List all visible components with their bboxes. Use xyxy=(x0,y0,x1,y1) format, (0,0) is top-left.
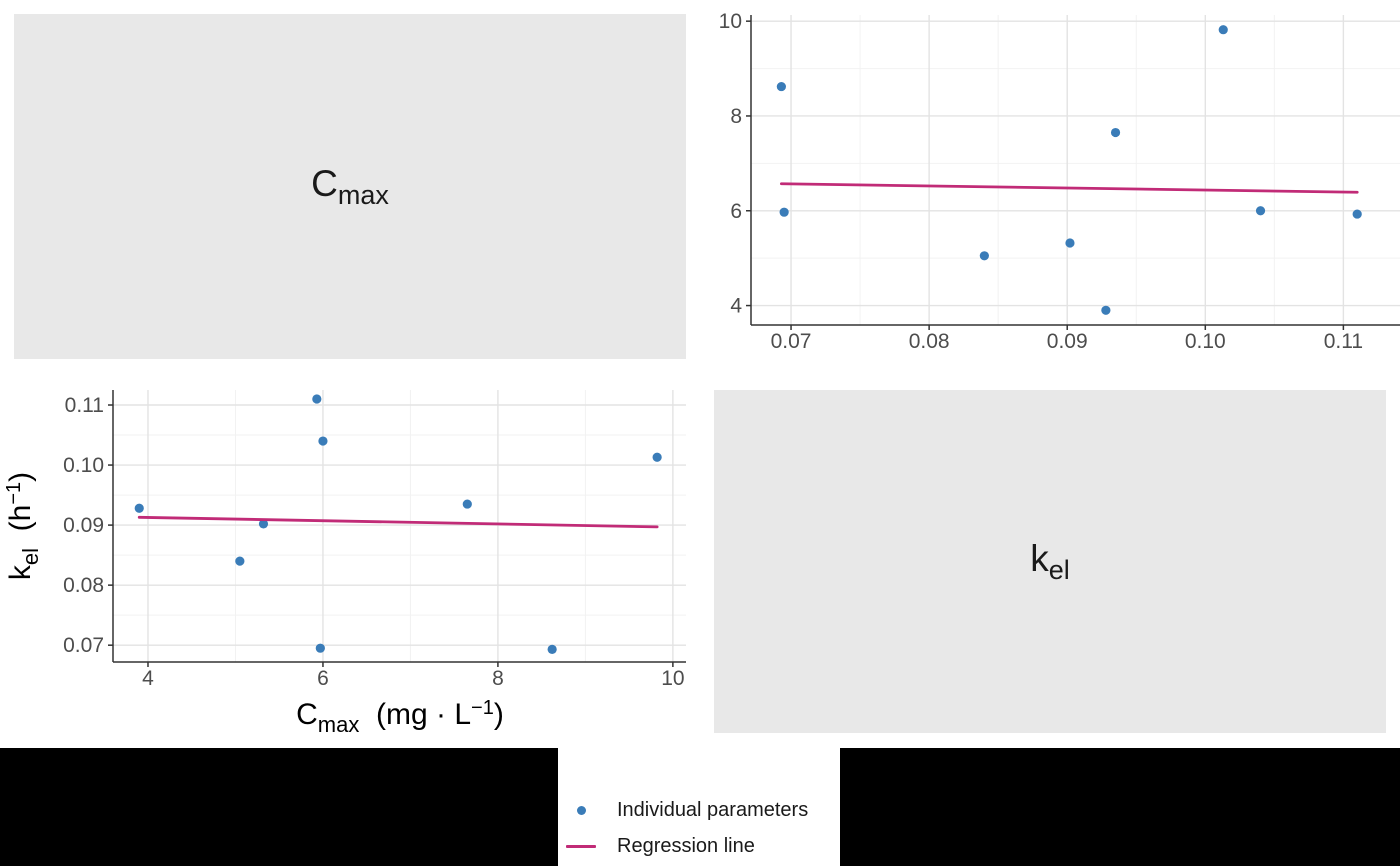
data-point xyxy=(134,503,144,513)
data-point xyxy=(776,81,786,92)
data-point xyxy=(315,643,325,653)
regression-line xyxy=(137,515,659,529)
data-point xyxy=(1255,206,1266,216)
y-axis-tick-label: 10 xyxy=(719,10,742,33)
x-axis-tick-label: 4 xyxy=(142,667,154,690)
diagonal-panel-cmax: Cmax xyxy=(14,14,686,359)
y-axis-tick-label: 0.11 xyxy=(65,394,104,417)
line-marker-icon xyxy=(566,844,596,848)
legend-item-regression-line: Regression line xyxy=(566,834,840,858)
scatter-plot-kel-vs-cmax: 4 6 8 10 0.07 0.08 0.09 0.10 0.11 Cmax (mg · L−1)… xyxy=(3,390,686,737)
data-point xyxy=(1065,238,1075,248)
x-axis-tick-label: 6 xyxy=(317,667,329,690)
data-point xyxy=(1352,209,1362,219)
data-point xyxy=(547,644,557,654)
data-point xyxy=(318,436,328,446)
y-axis-tick-label: 0.10 xyxy=(63,454,104,477)
x-axis-title: Cmax (mg · L−1) xyxy=(296,697,504,737)
y-axis-tick-label: 0.09 xyxy=(63,514,104,537)
data-point xyxy=(1218,25,1228,35)
legend-item-individual-parameters: Individual parameters xyxy=(566,798,840,822)
regression-line xyxy=(779,182,1359,194)
x-axis-tick-label: 10 xyxy=(661,667,684,690)
legend: Individual parameters Regression line xyxy=(558,748,840,866)
y-axis-tick-label: 8 xyxy=(730,105,742,128)
data-point xyxy=(462,499,472,509)
point-marker-icon xyxy=(576,805,586,815)
x-axis-tick-label: 0.07 xyxy=(771,330,812,353)
data-point xyxy=(1110,127,1121,138)
y-axis-tick-label: 0.07 xyxy=(63,634,104,657)
panel-label-cmax: Cmax xyxy=(311,162,389,210)
data-point xyxy=(779,207,789,217)
legend-item-label: Individual parameters xyxy=(617,798,809,821)
diagonal-panel-kel: kel xyxy=(714,390,1386,733)
x-axis-tick-label: 0.11 xyxy=(1324,330,1363,353)
data-point xyxy=(652,452,662,462)
data-point xyxy=(1101,305,1111,315)
x-axis-tick-label: 0.08 xyxy=(909,330,950,353)
y-axis-title: kel (h−1) xyxy=(3,472,43,580)
data-point xyxy=(235,556,245,566)
x-axis-tick-label: 0.09 xyxy=(1047,330,1088,353)
legend-item-label: Regression line xyxy=(617,834,755,857)
data-point xyxy=(258,519,269,529)
data-point xyxy=(312,394,322,404)
scatter-plot-cmax-vs-kel: 0.07 0.08 0.09 0.10 0.11 4 6 8 10 xyxy=(719,10,1400,353)
data-point xyxy=(979,251,989,261)
panel-label-kel: kel xyxy=(1030,537,1070,585)
y-axis-tick-label: 4 xyxy=(730,295,742,318)
x-axis-tick-label: 0.10 xyxy=(1185,330,1226,353)
y-axis-tick-label: 0.08 xyxy=(63,574,104,597)
y-axis-tick-label: 6 xyxy=(730,200,742,223)
x-axis-tick-label: 8 xyxy=(492,667,504,690)
